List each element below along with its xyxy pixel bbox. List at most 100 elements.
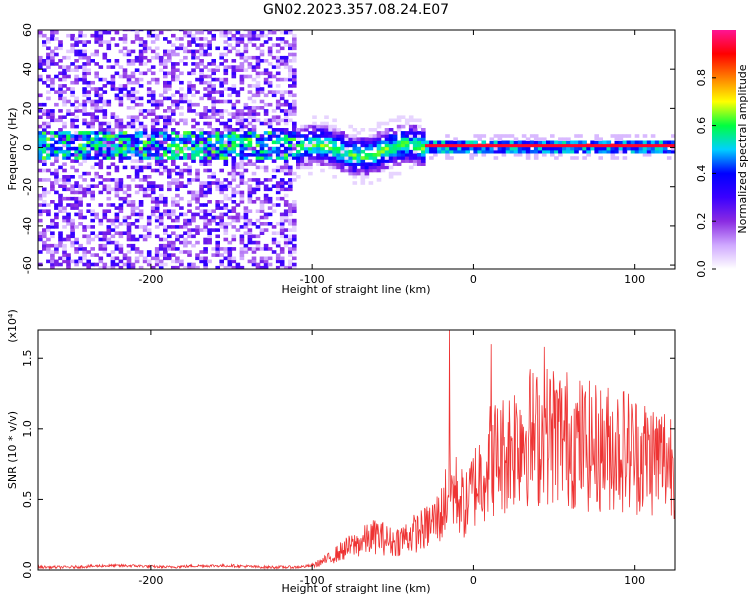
heatmap-cell [110,37,116,41]
heatmap-cell [163,137,168,141]
heatmap-cell [106,46,112,51]
heatmap-cell [445,134,450,138]
heatmap-cell [62,84,67,88]
heatmap-cell [74,237,79,242]
heatmap-cell [154,134,160,138]
heatmap-cell [505,146,511,151]
heatmap-cell [537,146,543,151]
heatmap-cell [183,240,188,245]
heatmap-cell [94,106,99,110]
heatmap-cell [50,200,55,204]
heatmap-cell [94,262,99,267]
heatmap-cell [449,156,454,160]
heatmap-cell [251,99,257,104]
heatmap-cell [356,146,362,151]
heatmap-cell [86,140,91,145]
heatmap-cell [54,168,59,173]
heatmap-cell [70,146,75,151]
heatmap-cell [146,143,152,148]
heatmap-cell [380,153,386,157]
heatmap-cell [187,181,192,185]
heatmap-cell [590,140,595,145]
heatmap-cell [271,93,277,98]
heatmap-cell [251,77,257,82]
heatmap-cell [114,143,120,148]
heatmap-cell [481,134,487,138]
heatmap-cell [586,143,591,148]
heatmap-cell [66,49,71,54]
heatmap-cell [231,165,237,170]
heatmap-cell [102,156,108,160]
heatmap-cell [50,131,55,135]
heatmap-cell [316,153,321,157]
heatmap-cell [288,109,293,113]
heatmap-cell [118,96,124,101]
heatmap-cell [74,59,79,63]
heatmap-cell [78,55,83,60]
heatmap-cell [614,146,620,151]
heatmap-cell [259,71,265,76]
heatmap-cell [195,30,200,35]
heatmap-cell [74,49,79,54]
heatmap-cell [163,109,168,113]
heatmap-cell [138,215,144,220]
heatmap-cell [279,59,285,63]
heatmap-cell [118,143,124,148]
heatmap-cell [146,30,152,32]
heatmap-cell [146,234,152,239]
heatmap-cell [130,134,136,138]
heatmap-cell [630,149,636,154]
heatmap-cell [263,256,269,261]
heatmap-cell [247,200,253,204]
heatmap-cell [106,171,112,176]
heatmap-cell [352,137,358,141]
heatmap-cell [102,137,108,141]
heatmap-cell [243,153,249,157]
heatmap-cell [42,128,47,132]
heatmap-cell [122,52,128,57]
heatmap-cell [179,37,184,41]
heatmap-cell [622,140,628,145]
heatmap-cell [187,165,192,170]
heatmap-cell [267,121,273,126]
heatmap-cell [106,209,112,213]
heatmap-cell [558,149,563,154]
heatmap-cell [126,62,132,66]
heatmap-cell [429,143,434,148]
heatmap-cell [279,93,285,98]
heatmap-cell [46,62,51,66]
heatmap-cell [279,231,285,235]
heatmap-cell [223,46,229,51]
heatmap-cell [525,153,531,157]
heatmap-cell [275,168,281,173]
heatmap-cell [251,124,257,129]
heatmap-cell [183,146,188,151]
heatmap-cell [94,162,99,166]
heatmap-cell [142,190,148,195]
heatmap-cell [167,30,172,32]
heatmap-cell [146,153,152,157]
heatmap-cell [231,134,237,138]
heatmap-cell [126,134,132,138]
heatmap-cell [537,137,543,141]
heatmap-cell [412,159,418,163]
heatmap-cell [187,262,192,267]
heatmap-cell [239,55,245,60]
heatmap-cell [66,237,71,242]
heatmap-cell [465,146,470,151]
heatmap-cell [195,212,200,217]
heatmap-cell [94,30,99,35]
heatmap-cell [493,156,499,160]
heatmap-cell [421,140,426,145]
heatmap-cell [94,134,99,138]
heatmap-cell [130,243,136,248]
heatmap-cell [533,153,539,157]
heatmap-cell [58,240,63,245]
heatmap-cell [102,52,108,57]
heatmap-cell [223,206,229,210]
heatmap-cell [344,156,349,160]
heatmap-cell [288,118,293,123]
heatmap-cell [42,159,47,163]
heatmap-cell [296,153,301,157]
heatmap-cell [94,102,99,107]
